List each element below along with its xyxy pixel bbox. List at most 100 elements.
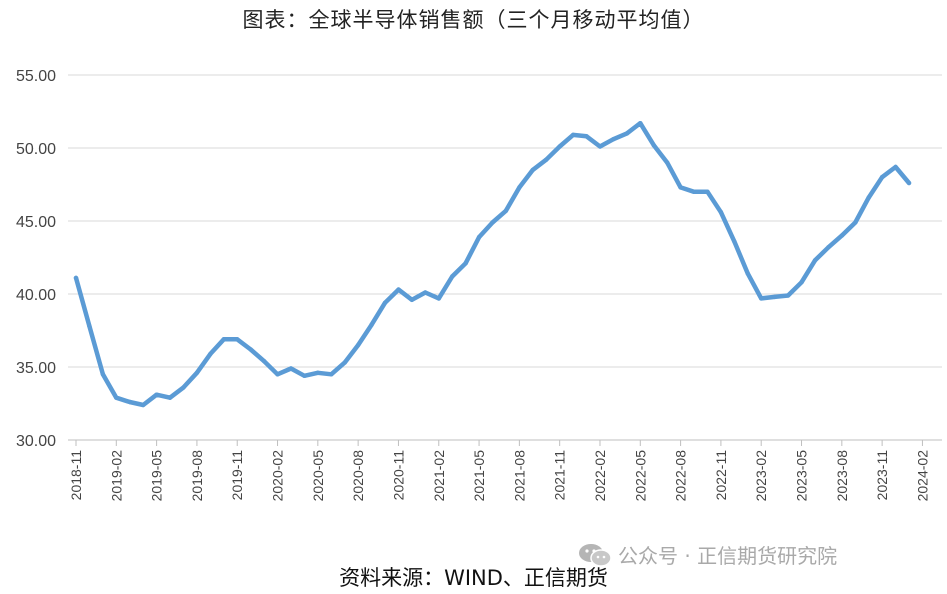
data-point	[530, 167, 535, 173]
data-point	[826, 245, 831, 250]
x-tick-label: 2019-02	[108, 450, 124, 502]
data-point	[597, 144, 603, 149]
data-point	[100, 372, 106, 377]
data-point	[235, 337, 240, 342]
data-point	[691, 189, 697, 194]
data-point	[141, 402, 146, 408]
data-point	[866, 195, 871, 200]
data-point	[544, 157, 549, 162]
data-point	[705, 189, 710, 194]
wechat-icon	[579, 543, 612, 567]
x-tick-label: 2021-02	[431, 450, 447, 502]
x-tick-label: 2023-11	[874, 450, 890, 501]
data-point	[732, 239, 737, 244]
y-tick-label: 55.00	[16, 68, 56, 85]
data-point	[409, 297, 415, 302]
y-tick-label: 40.00	[16, 287, 56, 304]
x-tick-label: 2023-08	[834, 450, 850, 502]
data-point	[369, 322, 374, 327]
series-layer	[73, 120, 912, 408]
data-point	[557, 144, 562, 149]
data-point	[624, 131, 630, 136]
data-point	[476, 234, 482, 240]
data-point	[772, 294, 777, 300]
data-point	[906, 180, 912, 186]
data-point	[436, 296, 441, 301]
x-tick-label: 2020-11	[390, 450, 406, 501]
x-tick-label: 2020-02	[270, 450, 286, 502]
data-point	[893, 164, 898, 170]
data-point	[221, 337, 226, 342]
data-point	[315, 370, 320, 375]
data-point	[181, 385, 186, 390]
x-tick-label: 2022-11	[713, 450, 729, 501]
data-point	[114, 395, 119, 400]
data-point	[584, 134, 589, 139]
data-point	[396, 287, 401, 292]
data-point	[517, 185, 522, 190]
x-tick-label: 2021-11	[552, 450, 568, 501]
x-tick-label: 2022-05	[632, 450, 648, 502]
data-point	[463, 261, 468, 266]
watermark: 公众号 · 正信期货研究院	[578, 540, 837, 569]
x-tick-label: 2020-05	[310, 450, 326, 502]
data-point	[423, 290, 428, 295]
x-tick-label: 2024-02	[914, 450, 930, 502]
x-tick-label: 2020-08	[350, 450, 366, 502]
y-tick-label: 35.00	[16, 360, 56, 377]
data-point	[342, 360, 347, 365]
gridlines	[68, 74, 942, 368]
source-note: 资料来源：WIND、正信期货	[339, 566, 608, 590]
chart-title: 图表：全球半导体销售额（三个月移动平均值）	[242, 8, 705, 32]
data-point	[154, 392, 159, 397]
x-tick-label: 2021-08	[511, 450, 527, 502]
data-point	[248, 347, 253, 352]
data-point	[839, 233, 844, 238]
data-point	[503, 208, 509, 213]
data-point	[665, 160, 670, 165]
y-tick-label: 45.00	[16, 214, 56, 231]
data-point	[853, 220, 858, 225]
x-axis-ticks: 2018-11 2019-02 2019-05 2019-08 2019-11 2020-…	[68, 440, 930, 501]
data-point	[450, 274, 455, 279]
series-line	[73, 120, 912, 408]
data-point	[87, 323, 92, 329]
x-tick-label: 2021-05	[471, 450, 487, 502]
data-point	[490, 220, 495, 225]
data-point	[879, 175, 885, 180]
data-point	[799, 280, 804, 285]
data-point	[638, 121, 643, 126]
x-tick-label: 2018-11	[68, 450, 84, 501]
data-point	[329, 372, 334, 377]
data-point	[651, 142, 656, 148]
x-tick-label: 2023-05	[794, 450, 810, 502]
data-point	[73, 275, 79, 281]
data-point	[275, 372, 280, 377]
data-point	[611, 137, 616, 142]
data-point	[812, 258, 818, 263]
data-point	[194, 370, 200, 375]
data-point	[302, 373, 307, 378]
y-axis-ticks: 30.00 35.00 40.00 45.00 50.00 55.00	[16, 68, 56, 450]
watermark-text: 公众号 · 正信期货研究院	[618, 544, 838, 568]
x-tick-label: 2022-08	[673, 450, 689, 502]
data-point	[261, 359, 267, 364]
data-point	[759, 296, 764, 301]
y-tick-label: 30.00	[16, 433, 56, 450]
data-point	[382, 300, 388, 305]
x-tick-label: 2019-11	[229, 450, 245, 501]
data-point	[288, 366, 294, 371]
data-point	[785, 293, 791, 298]
data-point	[167, 395, 173, 400]
data-point	[208, 351, 213, 357]
x-tick-label: 2023-02	[753, 450, 769, 502]
x-tick-label: 2022-02	[592, 450, 608, 502]
data-point	[678, 185, 683, 190]
data-point	[745, 271, 750, 276]
data-point	[355, 342, 361, 348]
x-tick-label: 2019-08	[189, 450, 205, 502]
data-point	[127, 399, 132, 405]
x-tick-label: 2019-05	[149, 450, 165, 502]
data-point	[718, 210, 724, 215]
